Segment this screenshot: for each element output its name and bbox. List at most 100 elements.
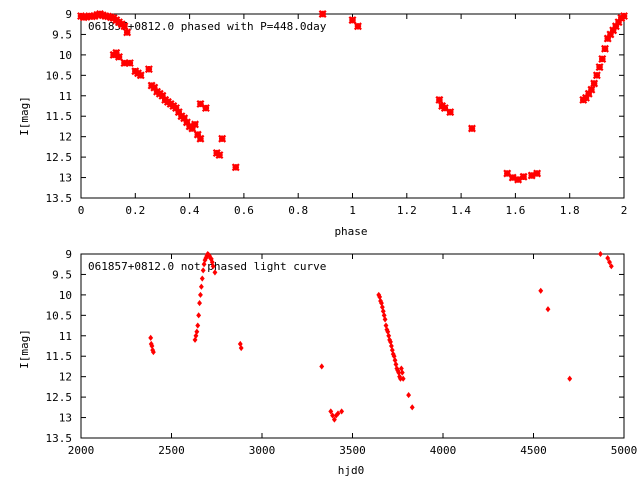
data-point (598, 250, 603, 258)
data-point (180, 114, 189, 123)
data-point (199, 275, 205, 282)
x-tick-label: 1.4 (451, 204, 471, 217)
data-point (446, 108, 455, 117)
y-tick-label: 10 (59, 289, 72, 302)
y-tick-label: 9 (65, 8, 72, 21)
data-point (603, 34, 612, 43)
data-point (148, 334, 154, 341)
data-point (115, 52, 123, 61)
data-point (125, 59, 134, 68)
data-point (218, 134, 227, 143)
data-point (538, 287, 544, 294)
data-point (519, 172, 528, 181)
data-point (514, 175, 523, 184)
data-point (210, 263, 216, 270)
panel-title: 061857+0812.0 phased with P=448.0day (88, 20, 327, 33)
data-point (607, 259, 612, 266)
data-point (601, 44, 609, 53)
y-tick-label: 9.5 (52, 28, 72, 41)
data-point (508, 173, 517, 182)
data-point (172, 104, 181, 113)
data-point (584, 89, 593, 98)
data-point (406, 392, 412, 399)
x-tick-label: 2 (621, 204, 628, 217)
data-point (331, 416, 337, 423)
data-point (328, 408, 334, 415)
data-point (614, 18, 623, 27)
data-point (409, 404, 415, 411)
data-point (150, 83, 159, 92)
data-point (608, 263, 614, 270)
x-tick-label: 0 (78, 204, 85, 217)
data-point (150, 349, 156, 356)
data-point (197, 300, 202, 307)
y-tick-label: 10.5 (46, 69, 73, 82)
data-point (195, 322, 201, 329)
x-tick-label: 5000 (611, 444, 638, 457)
data-point (196, 134, 205, 143)
data-point (120, 59, 129, 68)
x-tick-label: 3000 (249, 444, 276, 457)
x-tick-label: 1.2 (397, 204, 417, 217)
data-point (611, 22, 620, 31)
y-axis-label: I[mag] (18, 96, 31, 136)
x-axis-label: phase (334, 225, 367, 238)
y-tick-label: 10 (59, 49, 72, 62)
x-tick-label: 2000 (68, 444, 95, 457)
data-point (196, 312, 202, 319)
data-point (567, 375, 573, 382)
x-tick-label: 0.4 (180, 204, 200, 217)
data-point (590, 79, 599, 88)
data-point (545, 306, 551, 313)
y-tick-label: 12.5 (46, 151, 73, 164)
data-point (112, 48, 121, 57)
y-axis-label: I[mag] (18, 329, 31, 369)
data-point (201, 261, 207, 268)
y-tick-label: 11 (59, 330, 72, 343)
data-point (348, 16, 357, 25)
data-point (399, 369, 405, 376)
data-point (533, 169, 542, 178)
data-point (605, 255, 611, 262)
plot-frame (80, 13, 625, 199)
y-tick-label: 13 (59, 412, 72, 425)
y-tick-label: 12.5 (46, 391, 73, 404)
x-tick-label: 4500 (520, 444, 547, 457)
data-point (319, 363, 325, 370)
x-tick-label: 1 (349, 204, 356, 217)
x-tick-label: 3500 (339, 444, 366, 457)
x-tick-label: 0.8 (288, 204, 308, 217)
data-point (238, 345, 244, 352)
data-point (198, 291, 203, 298)
y-tick-label: 13.5 (46, 192, 73, 205)
y-tick-label: 13.5 (46, 432, 73, 445)
y-tick-label: 11.5 (46, 350, 73, 363)
data-point (136, 71, 145, 80)
data-point (196, 99, 205, 108)
data-point (382, 316, 388, 323)
data-point (182, 118, 191, 127)
data-point (194, 328, 200, 335)
data-point (200, 267, 206, 274)
plot-frame (80, 253, 625, 439)
data-point (400, 375, 406, 382)
x-tick-label: 2500 (158, 444, 185, 457)
data-point (587, 85, 596, 94)
unphased-light-curve-panel: 061857+0812.0 not phased light curve hjd… (18, 248, 637, 477)
data-point (339, 408, 345, 415)
x-tick-label: 0.2 (125, 204, 145, 217)
phased-light-curve-panel: 061857+0812.0 phased with P=448.0day pha… (18, 8, 628, 238)
data-point (144, 65, 153, 74)
data-point (353, 22, 362, 31)
data-point (174, 108, 183, 117)
data-point (595, 63, 604, 72)
data-point (215, 151, 224, 160)
data-point (620, 12, 628, 21)
y-tick-label: 13 (59, 172, 72, 185)
y-tick-label: 9.5 (52, 268, 72, 281)
y-tick-label: 9 (65, 248, 72, 261)
data-point (592, 71, 601, 80)
data-point (123, 28, 132, 37)
y-tick-label: 12 (59, 371, 72, 384)
